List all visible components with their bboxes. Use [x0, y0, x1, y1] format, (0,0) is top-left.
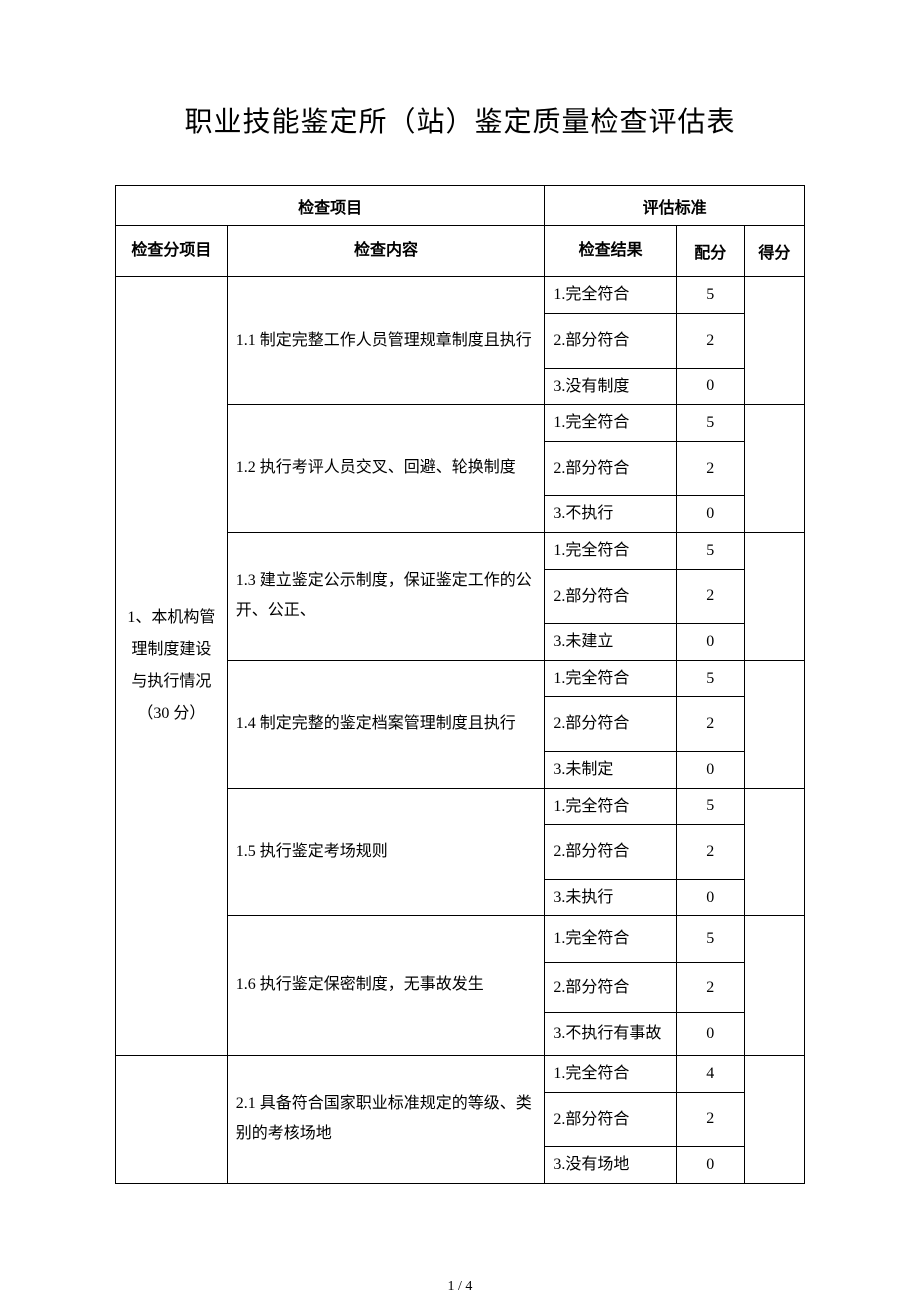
result-cell: 1.完全符合	[545, 916, 676, 963]
result-cell: 1.完全符合	[545, 405, 676, 442]
result-cell: 3.不执行	[545, 496, 676, 533]
score-cell: 0	[676, 624, 744, 661]
result-cell: 3.未制定	[545, 751, 676, 788]
earned-cell	[744, 1056, 804, 1184]
score-cell: 5	[676, 405, 744, 442]
earned-cell	[744, 916, 804, 1056]
result-cell: 3.没有场地	[545, 1147, 676, 1184]
result-cell: 2.部分符合	[545, 962, 676, 1013]
header-row-1: 检查项目 评估标准	[116, 186, 805, 226]
score-cell: 5	[676, 660, 744, 697]
earned-cell	[744, 405, 804, 533]
earned-cell	[744, 788, 804, 916]
score-cell: 2	[676, 313, 744, 368]
result-cell: 2.部分符合	[545, 1092, 676, 1147]
result-cell: 1.完全符合	[545, 277, 676, 314]
score-cell: 5	[676, 532, 744, 569]
result-cell: 2.部分符合	[545, 569, 676, 624]
result-cell: 2.部分符合	[545, 441, 676, 496]
result-cell: 2.部分符合	[545, 313, 676, 368]
result-cell: 1.完全符合	[545, 660, 676, 697]
header-check-item: 检查项目	[116, 186, 545, 226]
score-cell: 4	[676, 1056, 744, 1093]
category-2	[116, 1056, 228, 1184]
header-sub-item: 检查分项目	[116, 226, 228, 277]
header-allocation: 配分	[676, 226, 744, 277]
header-eval-standard: 评估标准	[545, 186, 805, 226]
score-cell: 0	[676, 751, 744, 788]
content-2-1: 2.1 具备符合国家职业标准规定的等级、类别的考核场地	[227, 1056, 545, 1184]
content-1-6: 1.6 执行鉴定保密制度，无事故发生	[227, 916, 545, 1056]
result-cell: 3.未建立	[545, 624, 676, 661]
score-cell: 2	[676, 1092, 744, 1147]
earned-cell	[744, 660, 804, 788]
result-cell: 3.未执行	[545, 879, 676, 916]
score-cell: 0	[676, 368, 744, 405]
score-cell: 2	[676, 962, 744, 1013]
result-cell: 1.完全符合	[545, 788, 676, 825]
result-cell: 2.部分符合	[545, 825, 676, 880]
content-1-3: 1.3 建立鉴定公示制度，保证鉴定工作的公开、公正、	[227, 532, 545, 660]
result-cell: 1.完全符合	[545, 532, 676, 569]
header-earned: 得分	[744, 226, 804, 277]
score-cell: 0	[676, 1147, 744, 1184]
table-row: 1、本机构管理制度建设与执行情况（30 分） 1.1 制定完整工作人员管理规章制…	[116, 277, 805, 314]
category-1: 1、本机构管理制度建设与执行情况（30 分）	[116, 277, 228, 1056]
header-content: 检查内容	[227, 226, 545, 277]
page-footer: 1 / 4	[115, 1279, 805, 1295]
header-result: 检查结果	[545, 226, 676, 277]
evaluation-table: 检查项目 评估标准 检查分项目 检查内容 检查结果 配分 得分 1、本机构管理制…	[115, 185, 805, 1184]
score-cell: 0	[676, 1013, 744, 1056]
content-1-4: 1.4 制定完整的鉴定档案管理制度且执行	[227, 660, 545, 788]
table-row: 2.1 具备符合国家职业标准规定的等级、类别的考核场地 1.完全符合 4	[116, 1056, 805, 1093]
score-cell: 2	[676, 697, 744, 752]
score-cell: 5	[676, 916, 744, 963]
score-cell: 5	[676, 788, 744, 825]
header-row-2: 检查分项目 检查内容 检查结果 配分 得分	[116, 226, 805, 277]
result-cell: 3.没有制度	[545, 368, 676, 405]
score-cell: 2	[676, 825, 744, 880]
score-cell: 0	[676, 496, 744, 533]
score-cell: 2	[676, 569, 744, 624]
earned-cell	[744, 532, 804, 660]
result-cell: 2.部分符合	[545, 697, 676, 752]
page-title: 职业技能鉴定所（站）鉴定质量检查评估表	[115, 100, 805, 140]
score-cell: 5	[676, 277, 744, 314]
result-cell: 3.不执行有事故	[545, 1013, 676, 1056]
content-1-5: 1.5 执行鉴定考场规则	[227, 788, 545, 916]
result-cell: 1.完全符合	[545, 1056, 676, 1093]
content-1-1: 1.1 制定完整工作人员管理规章制度且执行	[227, 277, 545, 405]
score-cell: 2	[676, 441, 744, 496]
score-cell: 0	[676, 879, 744, 916]
content-1-2: 1.2 执行考评人员交叉、回避、轮换制度	[227, 405, 545, 533]
earned-cell	[744, 277, 804, 405]
